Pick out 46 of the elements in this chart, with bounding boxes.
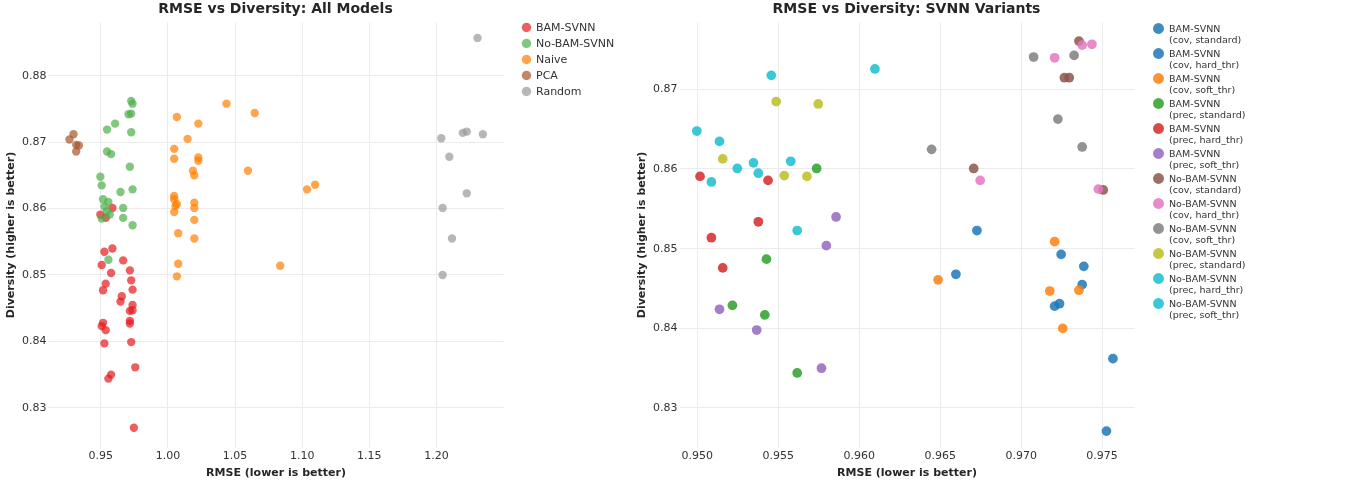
x-tick-label: 0.965 xyxy=(924,448,956,462)
x-tick-label: 0.975 xyxy=(1086,448,1118,462)
y-tick-label: 0.86 xyxy=(22,201,47,215)
x-tick-label: 0.95 xyxy=(88,448,114,462)
legend-label: Naive xyxy=(536,52,568,66)
y-axis-title: Diversity (higher is better) xyxy=(635,151,649,319)
legend-label: PCA xyxy=(536,68,559,82)
legend-label: No-BAM-SVNN (cov, soft_thr) xyxy=(1169,222,1237,245)
legend-label: No-BAM-SVNN (cov, standard) xyxy=(1169,172,1242,195)
x-tick-label: 1.05 xyxy=(222,448,248,462)
x-tick-label: 0.970 xyxy=(1005,448,1037,462)
legend-label: BAM-SVNN (cov, hard_thr) xyxy=(1169,47,1240,70)
y-tick-label: 0.85 xyxy=(22,267,47,281)
y-tick-label: 0.84 xyxy=(653,321,678,335)
chart-title: RMSE vs Diversity: All Models xyxy=(158,0,393,16)
x-tick-label: 1.00 xyxy=(155,448,181,462)
legend-label: No-BAM-SVNN (prec, standard) xyxy=(1169,247,1246,270)
legend-label: BAM-SVNN (cov, soft_thr) xyxy=(1169,72,1236,95)
legend-label: No-BAM-SVNN (cov, hard_thr) xyxy=(1169,197,1240,220)
y-tick-label: 0.87 xyxy=(22,135,47,149)
legend-label: BAM-SVNN (cov, standard) xyxy=(1169,22,1242,45)
y-tick-label: 0.87 xyxy=(653,82,678,96)
y-tick-label: 0.86 xyxy=(653,161,678,175)
legend-label: BAM-SVNN (prec, hard_thr) xyxy=(1169,122,1244,145)
x-tick-label: 1.20 xyxy=(424,448,449,462)
x-tick-label: 1.15 xyxy=(357,448,382,462)
chart-title: RMSE vs Diversity: SVNN Variants xyxy=(772,0,1041,16)
legend-label: BAM-SVNN (prec, soft_thr) xyxy=(1169,147,1240,170)
y-tick-label: 0.88 xyxy=(22,68,47,82)
x-tick-label: 1.10 xyxy=(289,448,315,462)
legend-label: BAM-SVNN (prec, standard) xyxy=(1169,97,1246,120)
x-tick-label: 0.960 xyxy=(843,448,875,462)
y-tick-label: 0.83 xyxy=(653,400,678,414)
x-tick-label: 0.950 xyxy=(681,448,714,462)
legend-label: Random xyxy=(536,84,582,98)
legend-label: No-BAM-SVNN (prec, hard_thr) xyxy=(1169,272,1244,295)
y-tick-label: 0.83 xyxy=(22,400,47,414)
legend-label: No-BAM-SVNN xyxy=(536,36,615,50)
y-axis-title: Diversity (higher is better) xyxy=(4,151,18,319)
x-axis-title: RMSE (lower is better) xyxy=(206,465,346,479)
legend-label: No-BAM-SVNN (prec, soft_thr) xyxy=(1169,297,1240,320)
x-axis-title: RMSE (lower is better) xyxy=(837,465,977,479)
legend-label: BAM-SVNN xyxy=(536,20,596,34)
y-tick-label: 0.84 xyxy=(22,334,47,348)
y-tick-label: 0.85 xyxy=(653,241,678,255)
x-tick-label: 0.955 xyxy=(762,448,795,462)
